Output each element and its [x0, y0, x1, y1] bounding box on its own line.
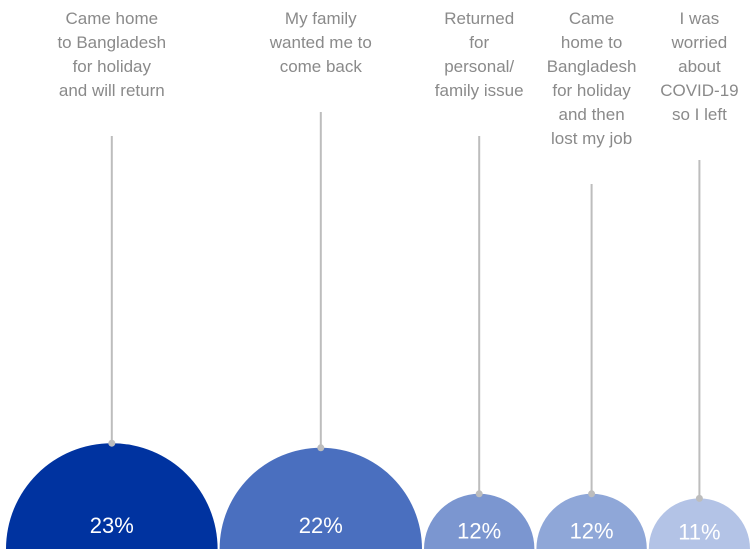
leader-dot	[108, 439, 116, 447]
category-label: My family wanted me to come back	[269, 9, 372, 76]
semicircle	[6, 443, 218, 549]
leader-dot	[475, 490, 483, 498]
value-label: 12%	[457, 518, 501, 543]
value-label: 22%	[299, 513, 343, 538]
category-label: Returned for personal/family issue	[435, 9, 524, 100]
semicircle	[424, 493, 535, 549]
category-label: I was worried about COVID-19 so I left	[660, 9, 738, 124]
leader-dot	[317, 444, 325, 452]
semicircle	[219, 447, 422, 549]
leader-dot	[695, 494, 703, 502]
category-label: Came home to Bangladesh for holiday and then…	[547, 9, 637, 148]
leader-dot	[588, 490, 596, 498]
category-label: Came home to Bangladesh for holiday and wil…	[57, 9, 166, 100]
semicircle	[536, 493, 647, 549]
value-label: 12%	[570, 518, 614, 543]
semicircle	[648, 498, 750, 549]
value-label: 23%	[90, 513, 134, 538]
value-label: 11%	[678, 520, 720, 545]
